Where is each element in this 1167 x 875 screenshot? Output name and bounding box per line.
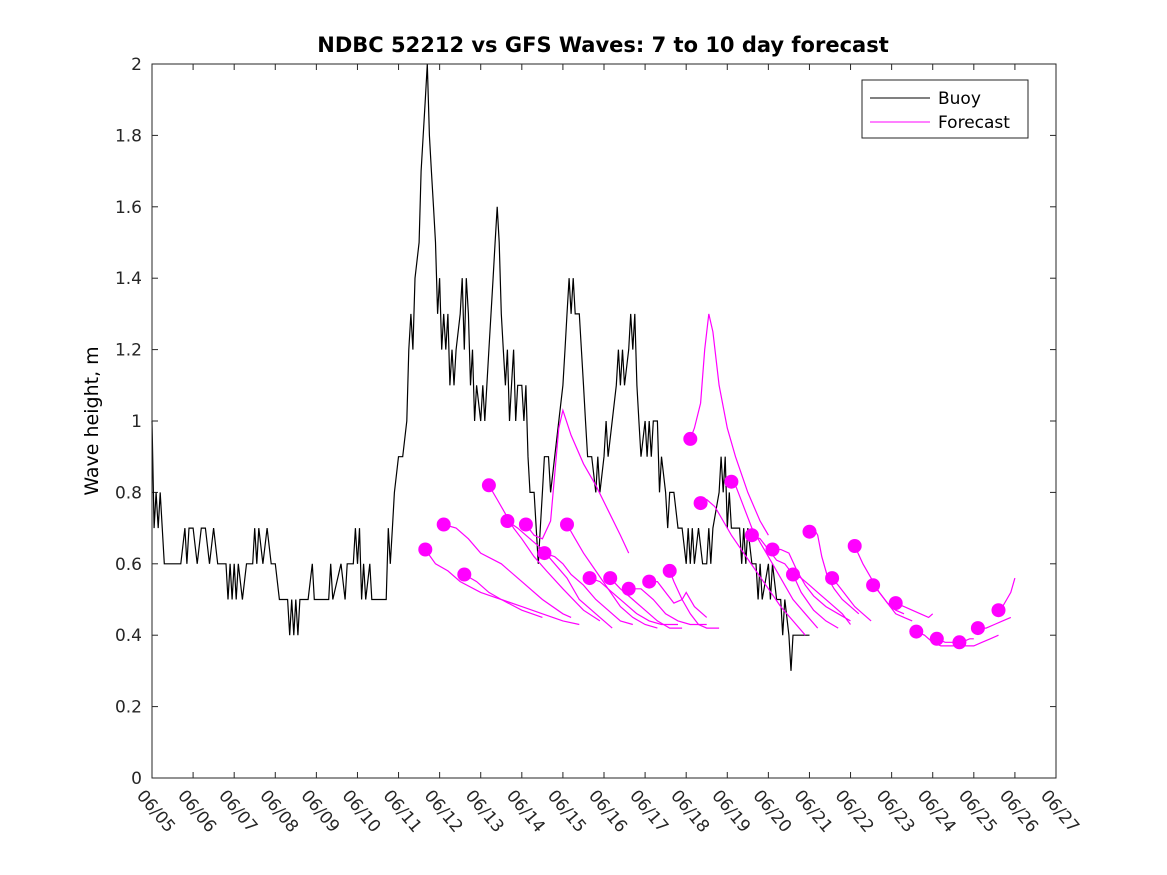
forecast-marker	[560, 517, 574, 532]
forecast-line	[700, 498, 806, 636]
y-tick-label: 0.8	[115, 483, 142, 503]
y-axis-label: Wave height, m	[81, 346, 103, 495]
buoy-series	[151, 63, 810, 671]
forecast-line	[731, 481, 819, 629]
forecast-marker	[909, 624, 924, 639]
plot-area	[152, 64, 1056, 778]
forecast-marker	[603, 571, 618, 586]
y-tick-label: 0.4	[115, 626, 142, 646]
forecast-marker	[724, 474, 739, 489]
x-tick-label: 06/27	[1036, 786, 1083, 836]
x-tick-label: 06/24	[913, 786, 960, 836]
forecast-marker	[929, 631, 944, 646]
forecast-marker	[847, 539, 862, 553]
x-tick-label: 06/09	[297, 786, 344, 836]
forecast-line	[507, 520, 613, 629]
y-tick-label: 1	[131, 412, 142, 432]
forecast-marker	[481, 478, 496, 493]
forecast-line	[669, 570, 720, 629]
forecast-line	[628, 588, 707, 626]
forecast-line	[831, 577, 872, 622]
forecast-line	[792, 573, 851, 625]
legend: Buoy Forecast	[861, 79, 1029, 139]
buoy-line	[151, 63, 810, 671]
forecast-marker	[888, 596, 903, 611]
x-tick-label: 06/16	[584, 786, 631, 836]
x-tick-label: 06/23	[872, 786, 919, 836]
forecast-line	[544, 552, 633, 626]
forecast-marker	[765, 542, 780, 557]
forecast-line	[443, 523, 572, 618]
forecast-marker	[866, 578, 881, 593]
x-tick-label: 06/12	[420, 786, 467, 836]
forecast-marker	[582, 571, 597, 586]
forecast-line	[488, 484, 601, 622]
x-tick-label: 06/22	[831, 786, 878, 836]
forecast-marker	[436, 517, 451, 532]
y-tick-label: 1.6	[115, 198, 142, 218]
y-tick-label: 1.8	[115, 126, 142, 146]
forecast-marker	[744, 528, 759, 543]
y-tick-label: 0.2	[115, 698, 142, 718]
x-tick-label: 06/17	[625, 786, 672, 836]
chart-title: NDBC 52212 vs GFS Waves: 7 to 10 day for…	[317, 33, 888, 57]
x-tick-label: 06/11	[379, 786, 426, 836]
forecast-marker	[662, 563, 677, 578]
x-tick-label: 06/14	[502, 786, 549, 836]
forecast-marker	[802, 524, 817, 539]
forecast-marker	[518, 517, 533, 532]
y-tick-label: 1.4	[115, 269, 142, 289]
forecast-marker	[537, 546, 552, 561]
forecast-marker	[952, 635, 967, 650]
legend-forecast-label: Forecast	[938, 113, 1010, 133]
y-tick-label: 1.2	[115, 341, 142, 361]
legend-box	[861, 79, 1029, 139]
forecast-marker	[825, 571, 840, 586]
plot-frame	[151, 63, 1057, 779]
x-tick-label: 06/26	[995, 786, 1042, 836]
forecast-marker	[786, 567, 800, 582]
forecast-line	[424, 549, 543, 618]
forecast-line	[895, 602, 934, 619]
y-tick-label: 0.6	[115, 555, 142, 575]
forecast-marker	[683, 431, 698, 446]
forecast-line	[649, 581, 708, 618]
x-tick-label: 06/25	[954, 786, 1001, 836]
x-tick-label: 06/13	[461, 786, 508, 836]
forecast-line	[589, 577, 678, 626]
x-tick-label: 06/20	[749, 786, 796, 836]
x-tick-label: 06/07	[214, 786, 261, 836]
legend-buoy-label: Buoy	[938, 89, 981, 109]
x-tick-label: 06/21	[790, 786, 837, 836]
y-tick-label: 2	[131, 55, 142, 75]
forecast-marker	[693, 496, 708, 511]
x-tick-label: 06/05	[132, 786, 179, 836]
forecast-series	[418, 313, 1016, 650]
forecast-marker	[991, 603, 1006, 618]
forecast-marker	[970, 621, 985, 636]
forecast-line	[609, 577, 683, 629]
x-tick-label: 06/18	[666, 786, 713, 836]
x-tick-label: 06/19	[707, 786, 754, 836]
forecast-marker	[418, 542, 433, 557]
x-tick-label: 06/08	[255, 786, 302, 836]
forecast-marker	[457, 567, 472, 582]
forecast-line	[525, 408, 630, 554]
forecast-line	[689, 313, 769, 536]
x-tick-label: 06/15	[543, 786, 590, 836]
forecast-line	[464, 573, 580, 626]
forecast-marker	[642, 574, 657, 589]
x-tick-label: 06/06	[173, 786, 220, 836]
y-tick-label: 0	[131, 769, 142, 789]
forecast-marker	[500, 514, 515, 528]
forecast-line	[772, 548, 851, 622]
forecast-marker	[621, 581, 636, 596]
x-tick-label: 06/10	[338, 786, 385, 836]
